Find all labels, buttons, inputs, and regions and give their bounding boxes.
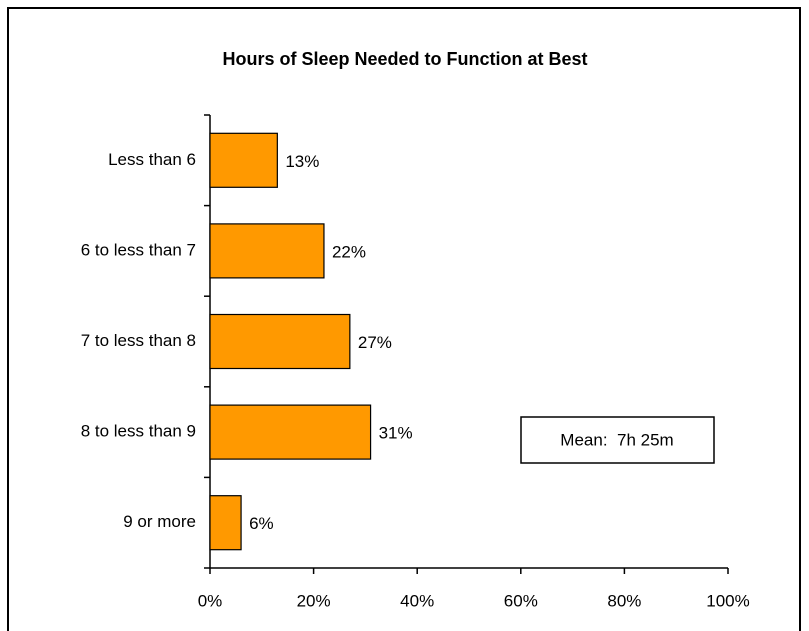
data-label: 27% xyxy=(358,333,392,352)
data-label: 6% xyxy=(249,514,274,533)
annotation-box xyxy=(520,416,715,464)
data-label: 13% xyxy=(285,152,319,171)
chart-title: Hours of Sleep Needed to Function at Bes… xyxy=(222,49,587,69)
y-tick-label: Less than 6 xyxy=(108,150,196,169)
x-tick-label: 20% xyxy=(297,591,331,610)
bar xyxy=(209,404,372,460)
y-tick-label: 6 to less than 7 xyxy=(81,240,196,259)
y-tick-label: 8 to less than 9 xyxy=(81,422,196,441)
bar xyxy=(209,313,351,370)
data-label: 31% xyxy=(379,424,413,443)
x-tick-label: 100% xyxy=(706,591,749,610)
data-label: 22% xyxy=(332,242,366,261)
x-tick-label: 40% xyxy=(400,591,434,610)
y-tick-label: 7 to less than 8 xyxy=(81,331,196,350)
annotation: Mean: 7h 25m xyxy=(560,430,673,449)
bar xyxy=(209,132,278,188)
chart-frame xyxy=(7,7,801,631)
x-tick-label: 60% xyxy=(504,591,538,610)
y-tick-label: 9 or more xyxy=(123,512,196,531)
x-tick-label: 80% xyxy=(607,591,641,610)
bar xyxy=(209,223,325,279)
x-tick-label: 0% xyxy=(198,591,223,610)
bar xyxy=(209,495,242,551)
